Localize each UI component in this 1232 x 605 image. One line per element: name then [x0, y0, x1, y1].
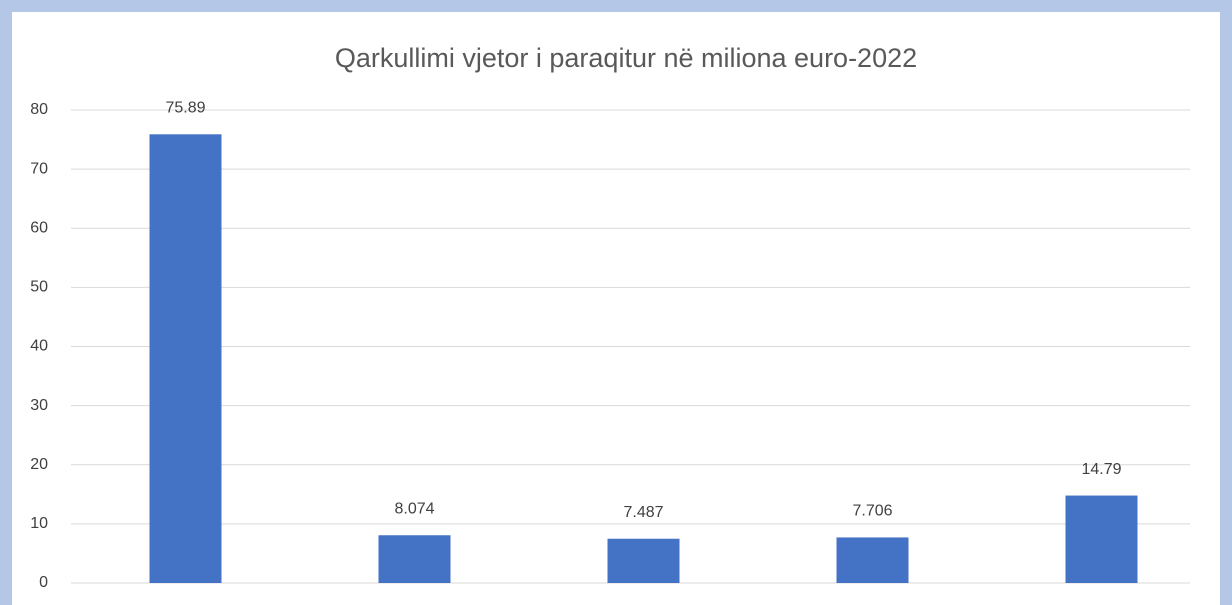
y-tick-label: 30	[30, 397, 48, 414]
data-label: 7.706	[852, 503, 892, 520]
y-tick-label: 80	[30, 101, 48, 118]
bar	[607, 538, 680, 583]
data-label: 8.074	[394, 500, 434, 517]
y-tick-label: 20	[30, 456, 48, 473]
y-tick-label: 50	[30, 279, 48, 296]
bar	[149, 134, 222, 584]
data-label: 7.487	[623, 504, 663, 521]
y-tick-label: 40	[30, 338, 48, 355]
y-tick-label: 60	[30, 219, 48, 236]
y-tick-label: 70	[30, 160, 48, 177]
bar	[836, 537, 909, 583]
y-tick-label: 0	[39, 574, 48, 591]
data-label: 75.89	[165, 100, 205, 117]
bar	[1065, 495, 1138, 583]
chart-title: Qarkullimi vjetor i paraqitur në miliona…	[335, 43, 917, 73]
y-tick-label: 10	[30, 515, 48, 532]
data-label: 14.79	[1081, 461, 1121, 478]
bar	[378, 535, 451, 583]
